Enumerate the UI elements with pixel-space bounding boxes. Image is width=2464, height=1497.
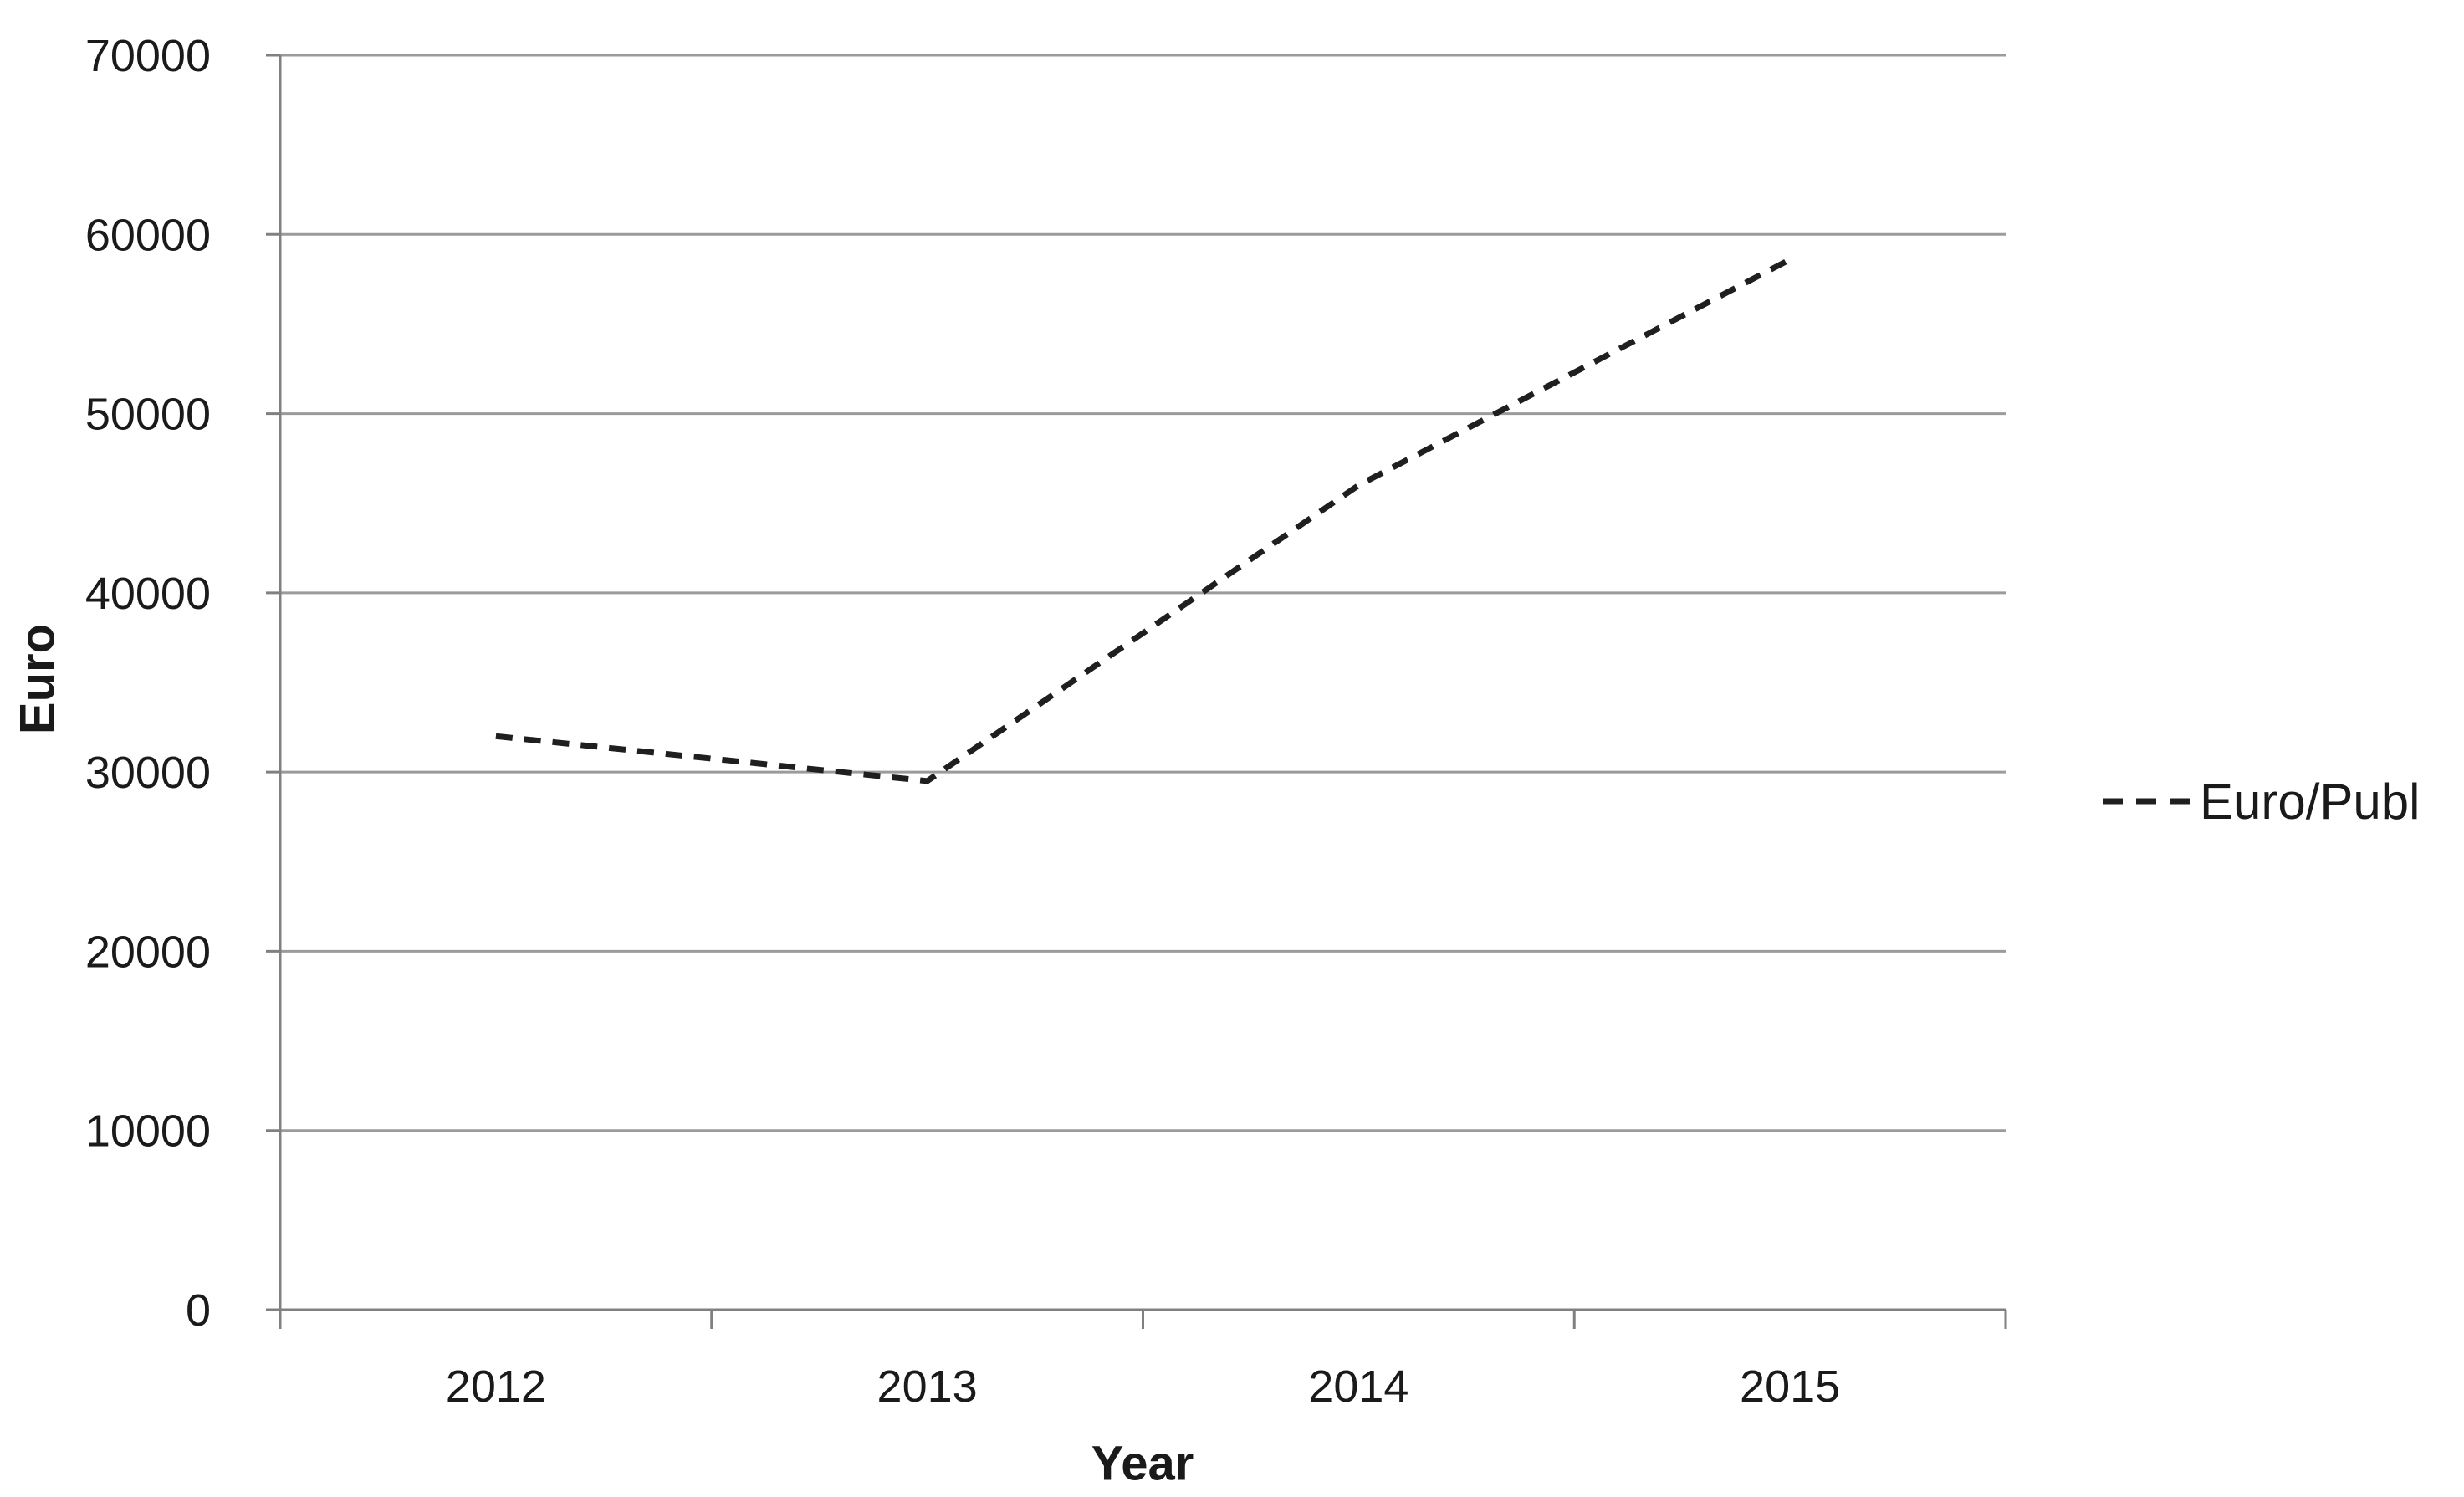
y-tick-label: 70000 (85, 31, 211, 81)
x-tick-label: 2013 (877, 1362, 978, 1412)
y-tick-label: 40000 (85, 569, 211, 619)
y-tick-label: 20000 (85, 927, 211, 977)
y-tick-label: 60000 (85, 210, 211, 260)
y-tick-label: 10000 (85, 1106, 211, 1157)
y-tick-label: 50000 (85, 390, 211, 440)
x-tick-label: 2012 (446, 1362, 546, 1412)
x-tick-label: 2014 (1308, 1362, 1408, 1412)
y-tick-label: 0 (186, 1285, 211, 1336)
legend-dashed-line-icon (2103, 798, 2191, 805)
y-axis-title: Euro (10, 623, 65, 735)
legend-label: Euro/Publ (2200, 773, 2421, 830)
x-tick-label: 2015 (1740, 1362, 1840, 1412)
series-line-euro-publ (495, 257, 1792, 784)
x-axis-title: Year (1091, 1436, 1194, 1491)
legend: Euro/Publ (2101, 771, 2421, 831)
y-tick-label: 30000 (85, 748, 211, 798)
